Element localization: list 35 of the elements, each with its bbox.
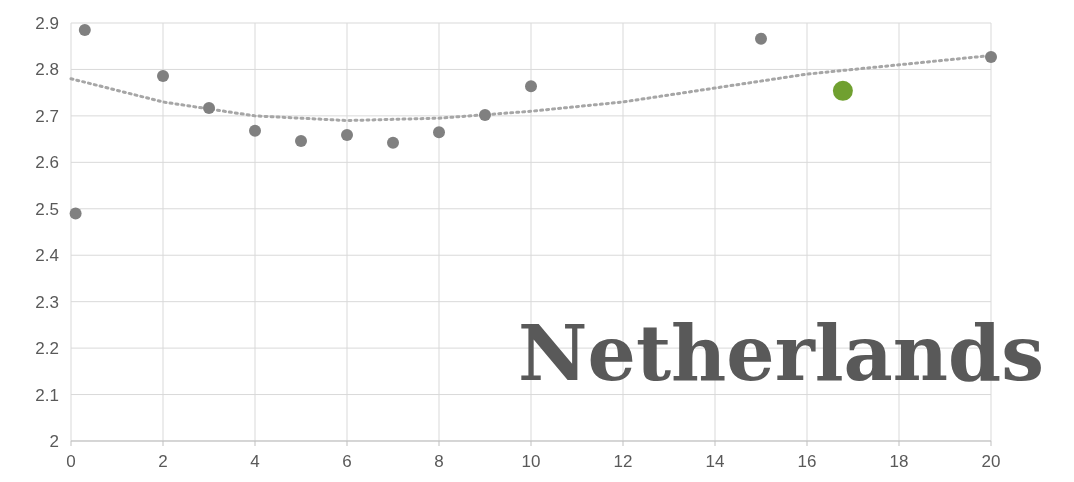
point	[203, 101, 215, 114]
x-tick-label: 14	[705, 452, 725, 471]
y-tick-label: 2.4	[35, 246, 59, 266]
x-tick-label: 10	[521, 452, 541, 471]
point	[755, 32, 767, 45]
x-tick-label: 2	[158, 452, 168, 471]
y-tick-label: 2.7	[35, 106, 59, 126]
y-tick-label: 2.6	[35, 153, 59, 173]
x-tick-label: 18	[889, 452, 909, 471]
y-tick-label: 2.5	[35, 199, 59, 219]
point	[157, 69, 169, 82]
y-tick-label: 2	[49, 432, 59, 451]
y-tick-label: 2.8	[35, 60, 59, 80]
point	[387, 136, 399, 149]
x-tick-label: 20	[981, 452, 1001, 471]
x-tick-label: 4	[250, 452, 260, 471]
x-tick-label: 8	[434, 452, 444, 471]
point	[479, 108, 491, 121]
x-tick-label: 16	[797, 452, 817, 471]
y-tick-label: 2.9	[35, 14, 59, 33]
y-tick-label: 2.2	[35, 339, 59, 359]
x-tick-label: 6	[342, 452, 352, 471]
x-tick-label: 12	[613, 452, 633, 471]
point	[433, 126, 445, 139]
y-tick-label: 2.1	[35, 385, 59, 405]
point	[78, 23, 91, 36]
y-tick-label: 2.3	[35, 292, 59, 312]
point	[295, 134, 307, 147]
point	[985, 50, 997, 63]
x-tick-label: 0	[66, 452, 76, 471]
point	[525, 80, 537, 93]
point	[249, 124, 261, 137]
point	[69, 207, 82, 220]
annotation: Netherlands	[518, 309, 1044, 398]
point	[341, 128, 353, 141]
